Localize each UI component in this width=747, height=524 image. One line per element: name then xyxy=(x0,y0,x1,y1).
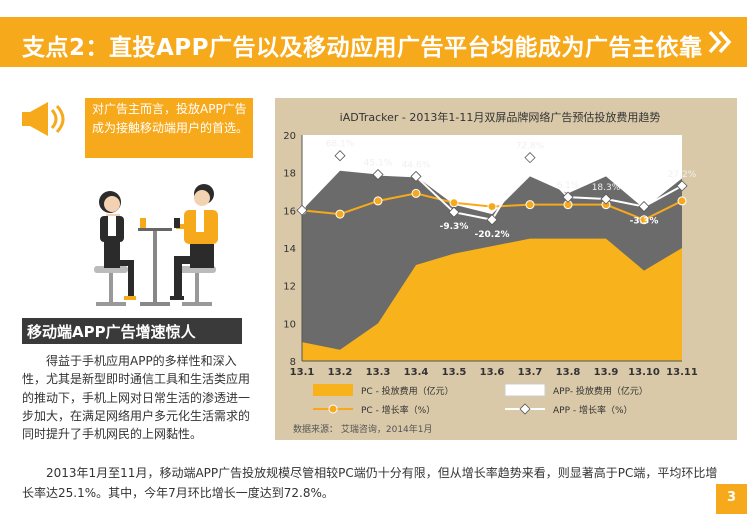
app-growth-data-label: 45.1% xyxy=(364,159,393,169)
x-tick-label: 13.8 xyxy=(556,367,581,378)
y-tick-label: 12 xyxy=(283,282,296,293)
pc-growth-point xyxy=(639,215,649,225)
app-growth-point xyxy=(334,150,346,162)
legend-label: PC - 投放费用（亿元） xyxy=(361,385,454,397)
section-heading-bar: 移动端APP广告增速惊人 xyxy=(22,318,242,344)
app-growth-point xyxy=(296,204,308,216)
body-paragraph-2: 2013年1月至11月，移动端APP广告投放规模尽管相较PC端仍十分有限，但从增… xyxy=(22,466,718,500)
y-tick-label: 8 xyxy=(290,357,296,368)
pc-growth-point xyxy=(411,188,421,198)
app-growth-data-label: 6.1% xyxy=(557,181,580,191)
page-number-badge: 3 xyxy=(716,484,747,514)
business-people-illustration xyxy=(94,184,218,306)
legend-marker xyxy=(519,403,531,415)
app-growth-point xyxy=(524,152,536,164)
app-growth-point xyxy=(676,180,688,192)
spend-trend-chart: iADTracker - 2013年1-11月双屏品牌网络广告预估投放费用趋势 8… xyxy=(283,110,698,435)
app-growth-data-label: -9.3% xyxy=(440,222,469,232)
pc-growth-point xyxy=(373,196,383,206)
x-tick-label: 13.1 xyxy=(290,367,315,378)
app-growth-data-label: 44.6% xyxy=(402,160,431,170)
app-growth-data-label: 72.8% xyxy=(516,142,545,152)
app-growth-point xyxy=(372,168,384,181)
pc-growth-point xyxy=(487,202,497,212)
x-tick-label: 13.4 xyxy=(404,367,429,378)
y-tick-label: 14 xyxy=(283,244,296,255)
app-growth-data-label: -3.3% xyxy=(630,217,659,227)
chart-title: iADTracker - 2013年1-11月双屏品牌网络广告预估投放费用趋势 xyxy=(340,110,661,124)
x-tick-label: 13.9 xyxy=(594,367,619,378)
chart-source: 数据来源： 艾瑞咨询，2014年1月 xyxy=(293,423,433,435)
app-growth-data-label: 27.2% xyxy=(668,170,697,180)
double-chevron-right-icon xyxy=(708,30,732,54)
x-tick-label: 13.10 xyxy=(628,367,660,378)
y-tick-label: 16 xyxy=(283,206,296,217)
pc-growth-point xyxy=(335,209,345,219)
callout-box: 对广告主而言，投放APP广告成为接触移动端用户的首选。 xyxy=(85,98,253,158)
x-tick-label: 13.3 xyxy=(366,367,391,378)
page-title: 支点2：直投APP广告以及移动应用广告平台均能成为广告主依靠 xyxy=(22,35,703,61)
legend-marker xyxy=(328,404,338,414)
pc-growth-point xyxy=(449,198,459,208)
legend-swatch xyxy=(313,384,353,396)
y-tick-label: 18 xyxy=(283,169,296,180)
pc-growth-point xyxy=(525,200,535,210)
pc-growth-point xyxy=(677,196,687,206)
legend-label: PC - 增长率（%） xyxy=(361,404,435,416)
body-paragraph-1: 得益于手机应用APP的多样性和深入性，尤其是新型即时通信工具和生活类应用的推动下… xyxy=(22,354,251,442)
series-pc-spend-area xyxy=(302,238,682,361)
app-growth-point xyxy=(600,193,612,205)
y-tick-label: 20 xyxy=(283,131,296,142)
y-tick-label: 10 xyxy=(283,319,296,330)
x-tick-label: 13.5 xyxy=(442,367,467,378)
chart-panel: iADTracker - 2013年1-11月双屏品牌网络广告预估投放费用趋势 8… xyxy=(275,98,737,440)
legend-label: APP- 投放费用（亿元） xyxy=(553,385,648,397)
app-growth-data-label: 18.3% xyxy=(592,183,621,193)
callout-text: 对广告主而言，投放APP广告成为接触移动端用户的首选。 xyxy=(92,102,249,135)
app-growth-point xyxy=(410,170,422,182)
section-heading: 移动端APP广告增速惊人 xyxy=(27,323,196,341)
x-tick-label: 13.2 xyxy=(328,367,353,378)
app-growth-data-label: 68.1% xyxy=(326,140,355,150)
app-growth-point xyxy=(638,201,650,213)
megaphone-icon xyxy=(22,102,65,136)
app-growth-data-label: -20.2% xyxy=(475,230,510,240)
legend-swatch xyxy=(504,383,546,397)
x-tick-label: 13.7 xyxy=(518,367,543,378)
legend-label: APP - 增长率（%） xyxy=(553,404,633,416)
x-tick-label: 13.6 xyxy=(480,367,505,378)
app-growth-point xyxy=(486,214,498,226)
app-growth-point xyxy=(448,206,460,218)
x-tick-label: 13.11 xyxy=(666,367,698,378)
page-number: 3 xyxy=(726,490,737,505)
app-growth-point xyxy=(562,191,574,203)
title-banner: 支点2：直投APP广告以及移动应用广告平台均能成为广告主依靠 xyxy=(0,17,747,67)
